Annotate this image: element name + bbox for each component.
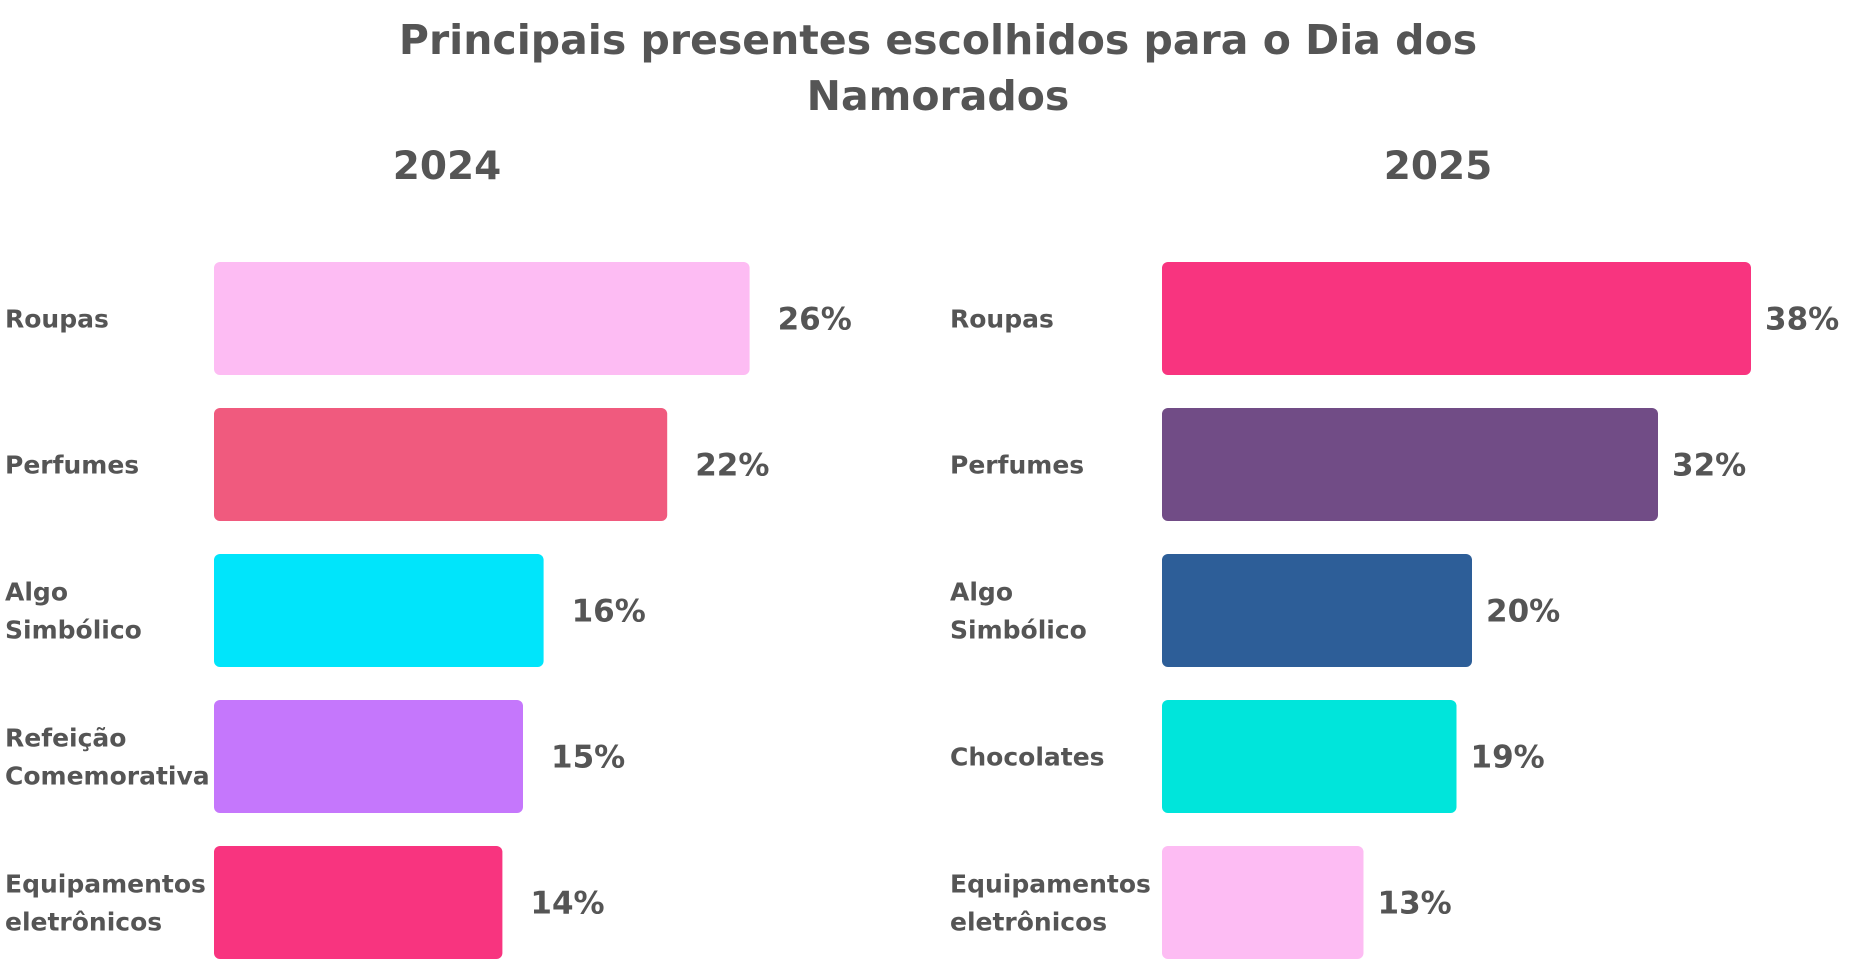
- bar-2025-1: [1162, 408, 1658, 521]
- category-label-2024-0: Roupas: [5, 305, 109, 334]
- value-label-2024-4: 14%: [530, 886, 604, 922]
- value-label-2024-0: 26%: [778, 302, 852, 338]
- panel-title-2024: 2024: [392, 144, 502, 189]
- category-label-2025-4: Equipamentos eletrônicos: [950, 870, 1151, 937]
- category-label-2025-1: Perfumes: [950, 451, 1084, 480]
- value-label-2025-1: 32%: [1672, 448, 1746, 484]
- category-label-2024-3: Refeição Comemorativa: [5, 724, 210, 791]
- category-label-2025-0: Roupas: [950, 305, 1054, 334]
- value-label-2025-4: 13%: [1378, 886, 1452, 922]
- value-label-2024-2: 16%: [572, 594, 646, 630]
- panel-title-2025: 2025: [1383, 144, 1493, 189]
- chart-title-line-1: Principais presentes escolhidos para o D…: [398, 16, 1478, 64]
- chart-panel-2024: Roupas 26% Perfumes 22% Algo Simbólico 16% Refe…: [5, 262, 852, 959]
- category-label-2025-3: Chocolates: [950, 743, 1105, 772]
- bar-2024-0: [214, 262, 750, 375]
- category-label-2024-4: Equipamentos eletrônicos: [5, 870, 206, 937]
- bar-2025-0: [1162, 262, 1751, 375]
- value-label-2025-0: 38%: [1765, 302, 1839, 338]
- bar-2025-3: [1162, 700, 1457, 813]
- chart-panel-2025: Roupas 38% Perfumes 32% Algo Simbólico 20% Choc…: [950, 262, 1839, 959]
- value-label-2025-3: 19%: [1471, 740, 1545, 776]
- category-label-2024-1: Perfumes: [5, 451, 139, 480]
- chart-title-line-2: Namorados: [806, 72, 1070, 120]
- value-label-2024-1: 22%: [695, 448, 769, 484]
- category-label-2024-2: Algo Simbólico: [5, 578, 142, 645]
- chart-title: Principais presentes escolhidos para o D…: [0, 12, 1856, 124]
- bar-2025-4: [1162, 846, 1364, 959]
- bar-2024-3: [214, 700, 523, 813]
- bar-2024-2: [214, 554, 544, 667]
- bar-2025-2: [1162, 554, 1472, 667]
- bar-2024-4: [214, 846, 503, 959]
- value-label-2024-3: 15%: [551, 740, 625, 776]
- bar-2024-1: [214, 408, 668, 521]
- category-label-2025-2: Algo Simbólico: [950, 578, 1087, 645]
- value-label-2025-2: 20%: [1486, 594, 1560, 630]
